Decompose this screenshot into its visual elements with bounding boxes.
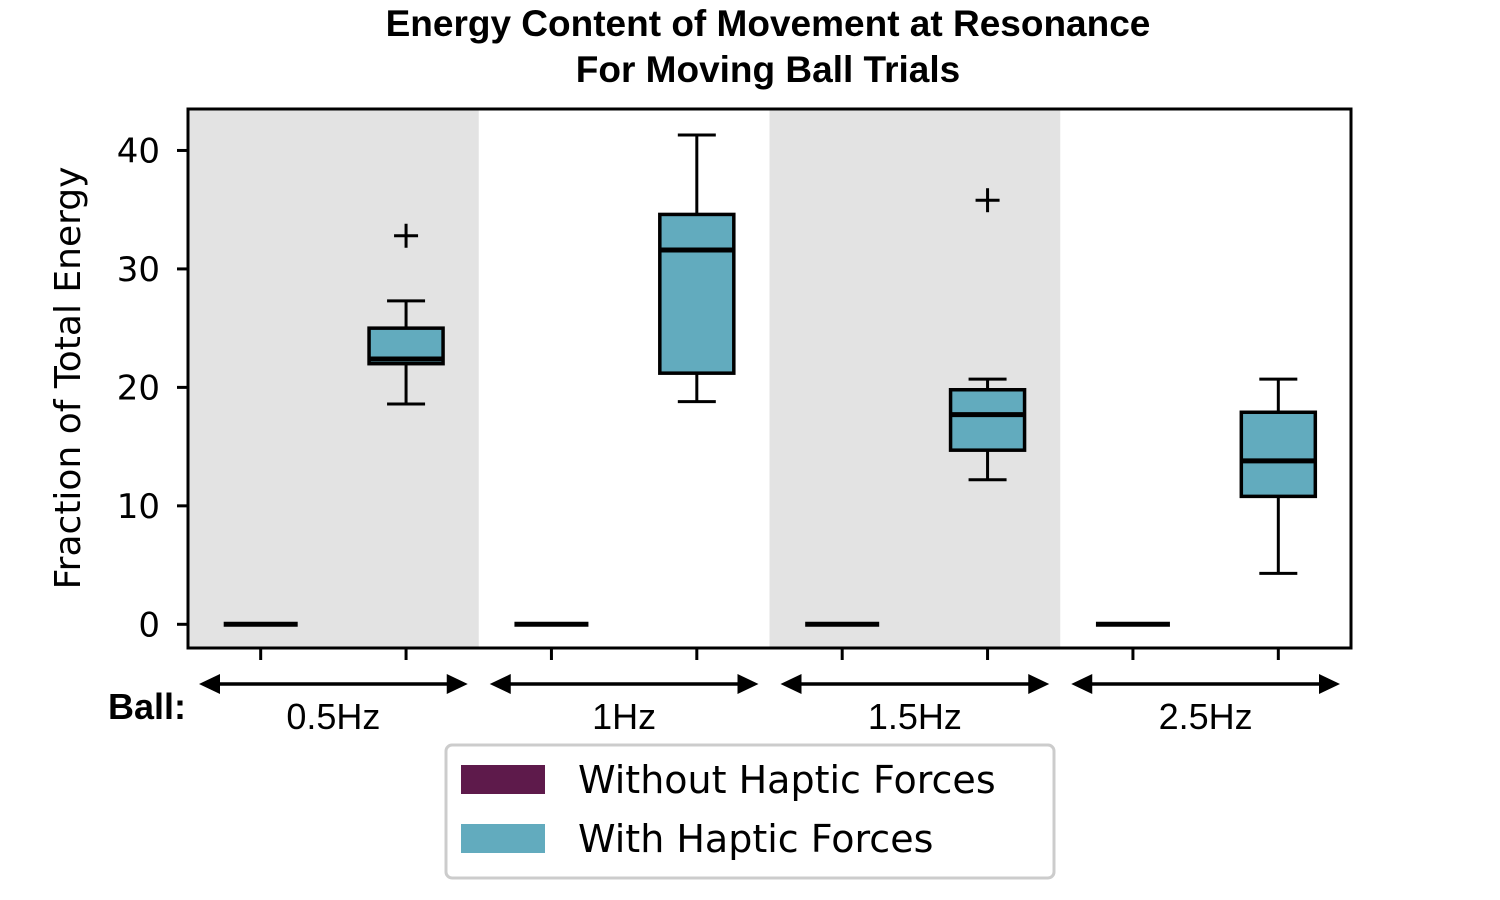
plot-frame (186, 107, 1353, 650)
arrow-head-left (199, 674, 220, 694)
box-2-1 (367, 223, 445, 406)
arrow-head-left (489, 674, 511, 694)
legend-swatch-without-haptic (461, 765, 545, 794)
arrow-head-right (1319, 674, 1340, 694)
legend-swatch-with-haptic (461, 824, 545, 853)
arrow-head-right (737, 674, 759, 694)
flier-1 (394, 223, 419, 248)
group-arrow-3 (780, 674, 1050, 694)
group-label-3: 1.5Hz (868, 696, 962, 737)
arrow-head-left (1071, 674, 1093, 694)
group-band-1 (188, 109, 479, 648)
group-arrow-2 (489, 674, 759, 694)
legend-label-with-haptic: With Haptic Forces (578, 817, 933, 861)
arrow-head-left (780, 674, 802, 694)
group-arrow-4 (1071, 674, 1340, 694)
y-tick-label-0: 0 (138, 605, 160, 645)
box-2-2 (658, 133, 736, 404)
group-label-4: 2.5Hz (1159, 696, 1253, 737)
y-tick-label-10: 10 (117, 487, 160, 527)
flier-1 (975, 188, 1000, 213)
legend-frame (444, 743, 1056, 880)
group-label-2: 1Hz (592, 696, 656, 737)
chart-title: Energy Content of Movement at Resonance (386, 3, 1151, 44)
y-tick-label-40: 40 (117, 131, 160, 171)
box-2-3 (948, 188, 1027, 482)
y-tick-label-30: 30 (117, 250, 160, 290)
box-iqr (1239, 410, 1318, 499)
box-series (223, 133, 1318, 627)
box-iqr (658, 212, 736, 375)
group-label-1: 0.5Hz (286, 696, 380, 737)
group-shading (188, 109, 1061, 648)
y-axis: 0 10 20 30 40 (117, 131, 188, 645)
group-arrow-1 (199, 674, 468, 694)
group-prefix-label: Ball: (108, 686, 186, 727)
arrow-head-right (1028, 674, 1050, 694)
y-axis-label: Fraction of Total Energy (48, 167, 89, 590)
arrow-head-right (446, 674, 468, 694)
legend-label-without-haptic: Without Haptic Forces (578, 758, 996, 802)
box-2-4 (1239, 377, 1318, 575)
y-tick-label-20: 20 (117, 368, 160, 408)
legend: Without Haptic Forces With Haptic Forces (444, 743, 1056, 880)
box-iqr (948, 388, 1027, 452)
group-band-3 (769, 109, 1061, 648)
x-axis: 0.5Hz 1Hz 1.5Hz 2.5Hz (199, 648, 1340, 737)
chart-subtitle: For Moving Ball Trials (576, 49, 960, 90)
